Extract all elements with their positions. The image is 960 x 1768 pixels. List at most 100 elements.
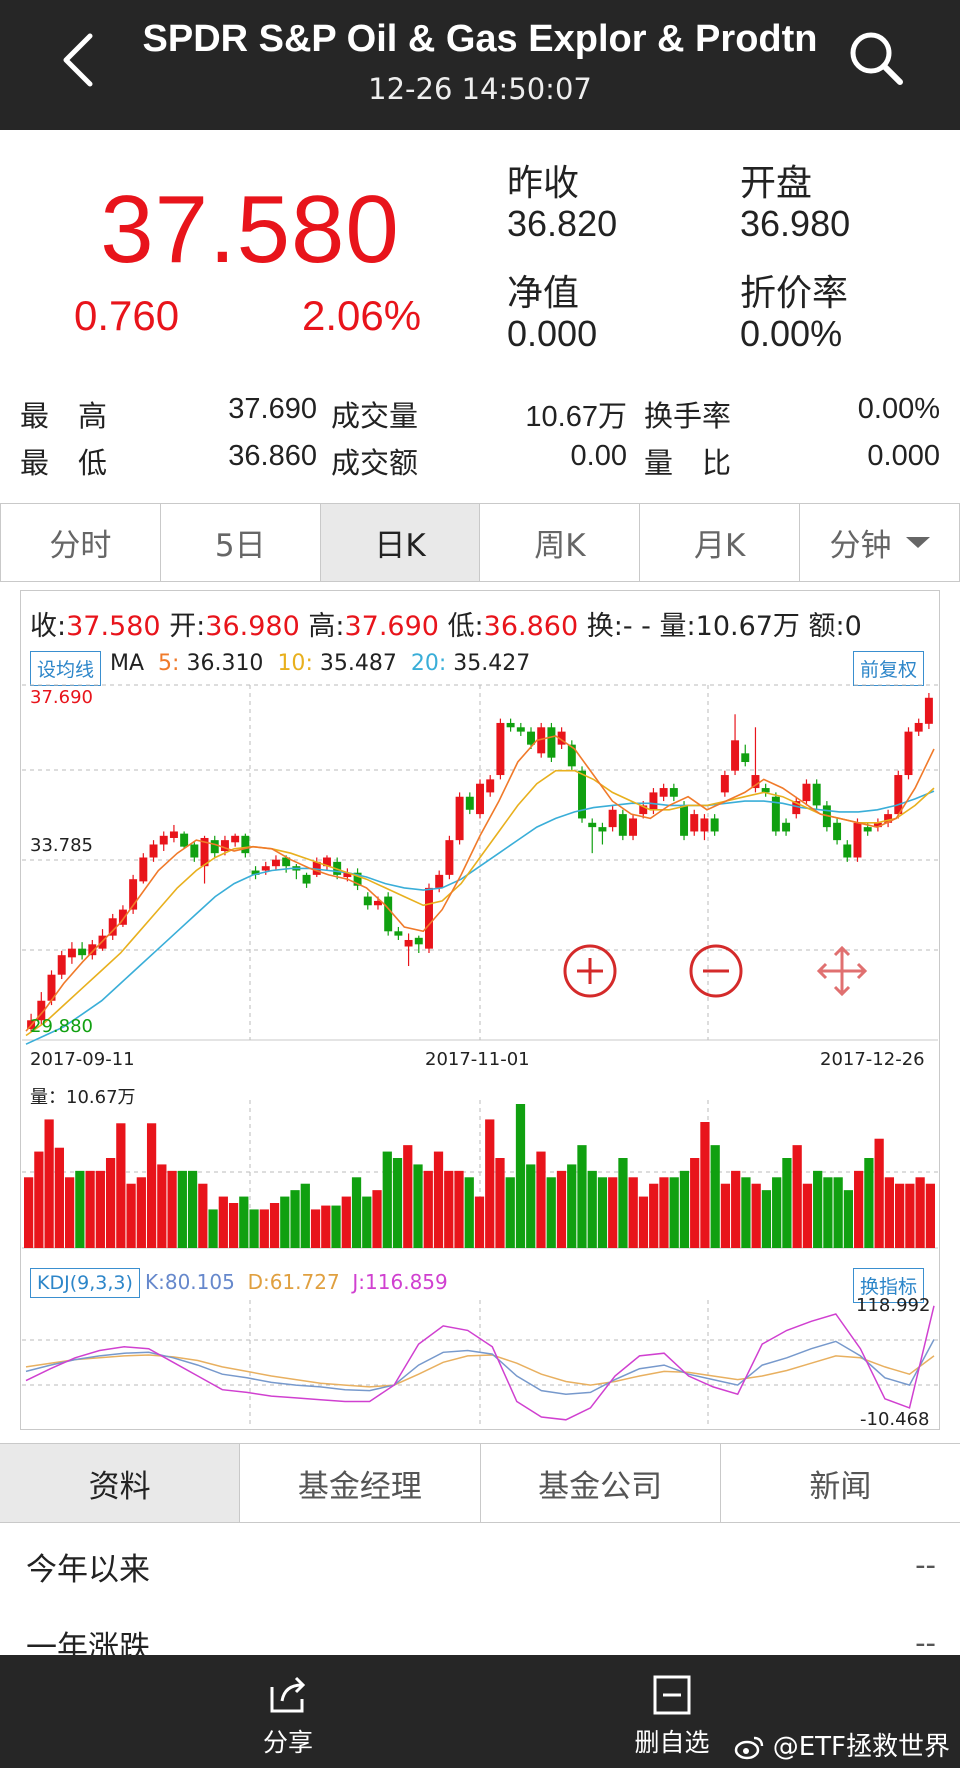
watermark: @ETF拯救世界 (734, 1726, 950, 1763)
zoom-in-icon[interactable] (562, 943, 618, 999)
candle-body (516, 727, 525, 732)
volume-bar (710, 1145, 720, 1248)
candle-body (322, 857, 331, 867)
tab-fund-company[interactable]: 基金公司 (481, 1444, 721, 1522)
candle-body (598, 827, 607, 832)
candle-body (373, 900, 382, 906)
ma-readout: MA 5: 36.310 10: 35.487 20: 35.427 (110, 651, 531, 676)
candle-body (414, 937, 423, 945)
low-value: 36.860 (228, 440, 317, 472)
candle-body (445, 840, 454, 875)
volume-bar (423, 1170, 433, 1248)
volume-bar (95, 1170, 105, 1248)
tab-intraday[interactable]: 分时 (1, 504, 161, 581)
kdj-j-line (25, 1305, 935, 1421)
candle-body (629, 818, 638, 836)
volume-ratio-label: 量 比 (644, 446, 732, 480)
candle-body (159, 835, 168, 845)
tab-minute[interactable]: 分钟 (800, 504, 959, 581)
ohlc-readout: 收:37.580 开:36.980 高:37.690 低:36.860 换:- … (30, 611, 862, 642)
volume-readout: 量：10.67万 (30, 1087, 136, 1108)
tab-monthly-k[interactable]: 月K (640, 504, 801, 581)
volume-bar (105, 1158, 116, 1248)
share-icon (270, 1676, 306, 1713)
kdj-k-line (25, 1339, 935, 1395)
volume-bar (259, 1209, 269, 1248)
tab-profile[interactable]: 资料 (0, 1444, 241, 1522)
tab-daily-k[interactable]: 日K (320, 504, 481, 581)
tab-weekly-k[interactable]: 周K (480, 504, 641, 581)
volume-bar (679, 1170, 690, 1248)
volume-bar (228, 1203, 239, 1248)
volume-bar (895, 1183, 905, 1248)
volume-bar (126, 1183, 136, 1248)
volume-bar (85, 1170, 95, 1248)
volume-bar (454, 1170, 464, 1248)
candle-body (465, 796, 474, 810)
price-axis-max: 37.690 (30, 687, 93, 708)
stock-chart[interactable] (0, 0, 960, 1440)
tab-news[interactable]: 新闻 (809, 1468, 872, 1505)
share-button[interactable]: 分享 (238, 1673, 338, 1759)
candle-body (180, 833, 189, 847)
volume-bar (331, 1205, 341, 1248)
fullscreen-icon[interactable] (814, 943, 870, 999)
turnover-label: 换手率 (644, 399, 732, 433)
price-axis-mid: 33.785 (30, 835, 93, 856)
candle-body (904, 731, 913, 776)
candle-body (537, 727, 546, 754)
ytd-label: 今年以来 (26, 1552, 150, 1588)
candle-body (343, 872, 352, 878)
switch-indicator-button[interactable]: 换指标 (853, 1268, 925, 1303)
volume-bar (433, 1151, 444, 1248)
prev-close-label: 昨收 (507, 163, 580, 204)
volume-bar (597, 1177, 608, 1248)
candle-body (220, 840, 229, 851)
volume-bar (720, 1183, 731, 1248)
volume-bar (198, 1183, 208, 1248)
remove-watchlist-button[interactable]: 删自选 (622, 1673, 722, 1759)
volume-bar (310, 1209, 321, 1248)
volume-bar (24, 1177, 34, 1248)
candle-body (557, 731, 566, 745)
volume-value: 10.67万 (525, 401, 627, 433)
back-arrow-icon[interactable] (52, 28, 112, 92)
candle-body (853, 822, 862, 858)
zoom-out-icon[interactable] (688, 943, 744, 999)
amount-value: 0.00 (570, 440, 627, 472)
volume-bar (269, 1203, 280, 1248)
candle-body (761, 788, 770, 793)
tab-5day[interactable]: 5日 (161, 504, 321, 581)
candle-body (771, 796, 780, 832)
price-adjust-button[interactable]: 前复权 (853, 651, 925, 686)
volume-bar (833, 1177, 843, 1248)
volume-bar (577, 1145, 587, 1248)
search-icon[interactable] (846, 28, 906, 88)
volume-bar (44, 1119, 54, 1248)
tab-fund-manager[interactable]: 基金经理 (240, 1444, 481, 1522)
volume-bar (587, 1170, 597, 1248)
volume-bar (884, 1177, 895, 1248)
volume-bar (649, 1183, 659, 1248)
volume-bar (362, 1196, 372, 1248)
candle-body (312, 861, 321, 875)
volume-bar (444, 1170, 454, 1248)
volume-bar (556, 1170, 567, 1248)
chevron-down-icon (905, 537, 930, 548)
date-label-end: 2017-12-26 (820, 1049, 925, 1070)
volume-bar (700, 1122, 710, 1248)
candle-body (802, 783, 811, 802)
candle-body (527, 731, 535, 745)
kdj-indicator-name[interactable]: KDJ(9,3,3) (30, 1268, 140, 1298)
volume-bar (567, 1164, 577, 1248)
volume-bar (177, 1170, 187, 1248)
candle-body (567, 744, 576, 767)
last-price: 37.580 (100, 176, 400, 283)
candle-body (251, 870, 260, 875)
volume-bar (218, 1196, 228, 1248)
candle-body (894, 775, 903, 815)
set-ma-button[interactable]: 设均线 (30, 651, 102, 686)
candle-body (67, 948, 76, 958)
turnover-value: 0.00% (857, 393, 940, 425)
candle-body (496, 722, 505, 776)
